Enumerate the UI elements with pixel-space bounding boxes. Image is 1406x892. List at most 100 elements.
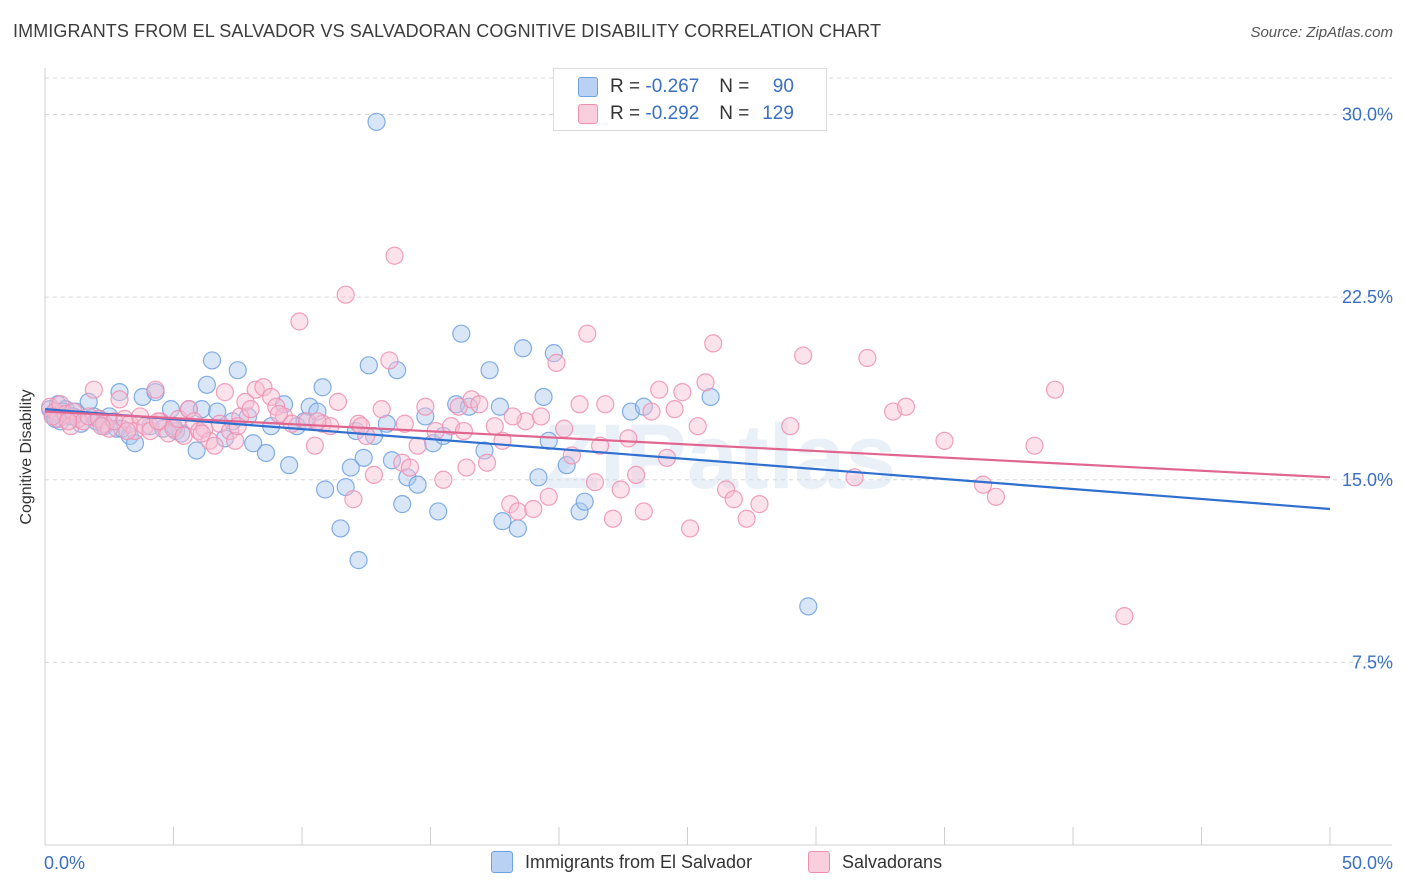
data-point-immigrants <box>349 551 368 570</box>
series-legend: Immigrants from El Salvador Salvadorans <box>0 851 1406 879</box>
data-point-salvadorans <box>328 392 348 411</box>
data-point-salvadorans <box>395 414 414 433</box>
data-point-salvadorans <box>408 436 427 455</box>
data-point-salvadorans <box>159 424 178 443</box>
legend-row-salvadorans: R = -0.292 N = 129 <box>578 102 794 126</box>
data-point-salvadorans <box>591 436 610 455</box>
y-tick-label: 15.0% <box>1342 470 1393 490</box>
data-point-salvadorans <box>680 519 700 538</box>
data-point-immigrants <box>416 407 435 426</box>
data-point-salvadorans <box>642 402 661 421</box>
data-point-immigrants <box>508 519 527 538</box>
data-point-salvadorans <box>146 380 165 399</box>
data-point-salvadorans <box>794 346 813 365</box>
legend-label: Immigrants from El Salvador <box>525 851 753 872</box>
legend-swatch-pink <box>808 851 830 873</box>
data-point-salvadorans <box>716 480 736 499</box>
data-point-salvadorans <box>470 395 489 414</box>
trend-lines <box>44 408 1331 511</box>
data-point-salvadorans <box>59 412 78 431</box>
data-point-salvadorans <box>241 400 260 419</box>
data-point-immigrants <box>493 512 512 531</box>
data-point-salvadorans <box>986 487 1006 506</box>
data-point-immigrants <box>387 361 407 380</box>
data-point-immigrants <box>513 339 533 358</box>
data-point-salvadorans <box>650 380 669 399</box>
data-point-salvadorans <box>1115 607 1134 626</box>
data-point-salvadorans <box>205 436 224 455</box>
axes <box>44 68 1392 846</box>
legend-label: Salvadorans <box>842 851 943 872</box>
data-point-immigrants <box>316 480 335 499</box>
data-point-immigrants <box>799 597 818 616</box>
data-point-salvadorans <box>781 417 800 436</box>
data-point-immigrants <box>197 375 217 394</box>
data-point-salvadorans <box>457 458 476 477</box>
data-point-immigrants <box>429 502 448 521</box>
data-point-immigrants <box>331 519 350 538</box>
data-point-salvadorans <box>118 421 137 441</box>
data-point-immigrants <box>570 502 589 521</box>
data-point-immigrants <box>359 356 378 375</box>
data-point-salvadorans <box>547 353 566 372</box>
data-point-salvadorans <box>372 400 391 419</box>
n-value: 90 <box>772 76 794 97</box>
data-point-salvadorans <box>385 246 404 265</box>
data-point-salvadorans <box>555 419 574 438</box>
data-point-salvadorans <box>215 383 234 402</box>
r-label: R = <box>610 103 641 124</box>
data-point-immigrants <box>187 441 206 460</box>
y-tick-label: 30.0% <box>1342 105 1393 125</box>
data-point-immigrants <box>244 434 263 453</box>
data-point-salvadorans <box>174 426 193 446</box>
data-point-salvadorans <box>585 473 605 492</box>
data-point-salvadorans <box>344 490 363 509</box>
data-point-salvadorans <box>267 397 286 416</box>
data-point-salvadorans <box>192 424 211 443</box>
data-point-salvadorans <box>305 436 324 455</box>
legend-swatch-blue <box>578 77 598 97</box>
data-point-immigrants <box>256 443 276 463</box>
trend-line-immigrants <box>44 408 1331 511</box>
data-point-immigrants <box>110 383 129 402</box>
data-point-salvadorans <box>531 407 551 426</box>
data-point-salvadorans <box>226 431 245 450</box>
data-point-salvadorans <box>611 480 630 499</box>
data-point-salvadorans <box>896 397 916 416</box>
data-point-salvadorans <box>1025 436 1044 455</box>
correlation-legend: R = -0.267 N = 90 R = -0.292 N = 129 <box>553 68 827 131</box>
legend-swatch-pink <box>578 104 598 124</box>
data-point-salvadorans <box>503 407 522 426</box>
data-point-salvadorans <box>262 387 281 407</box>
data-point-salvadorans <box>578 324 597 343</box>
tick-labels: 7.5% 15.0% 22.5% 30.0% 0.0% 50.0% <box>44 105 1393 873</box>
data-point-salvadorans <box>539 487 558 506</box>
source-label: Source: ZipAtlas.com <box>1250 24 1393 41</box>
data-point-salvadorans <box>336 285 355 304</box>
data-point-salvadorans <box>290 312 309 331</box>
data-point-salvadorans <box>1045 380 1065 399</box>
data-point-immigrants <box>529 468 548 487</box>
data-point-immigrants <box>480 361 499 380</box>
x-tick-label: 0.0% <box>44 853 85 873</box>
legend-swatch-blue <box>491 851 513 873</box>
data-point-salvadorans <box>973 475 993 494</box>
y-tick-label: 22.5% <box>1342 287 1393 307</box>
x-tick-label: 50.0% <box>1342 853 1393 873</box>
data-point-salvadorans <box>92 417 111 436</box>
data-point-salvadorans <box>524 499 543 519</box>
r-value: -0.292 <box>645 103 700 124</box>
data-point-salvadorans <box>673 383 692 402</box>
r-label: R = <box>610 76 641 97</box>
data-point-salvadorans <box>935 431 954 450</box>
series-immigrants-el-salvador <box>41 112 818 616</box>
n-label: N = <box>719 103 750 124</box>
data-point-immigrants <box>575 492 594 511</box>
data-point-salvadorans <box>380 351 399 370</box>
data-point-salvadorans <box>750 495 769 514</box>
data-point-salvadorans <box>619 429 638 448</box>
data-point-salvadorans <box>724 490 743 509</box>
data-point-immigrants <box>280 456 299 475</box>
data-point-immigrants <box>452 324 471 343</box>
